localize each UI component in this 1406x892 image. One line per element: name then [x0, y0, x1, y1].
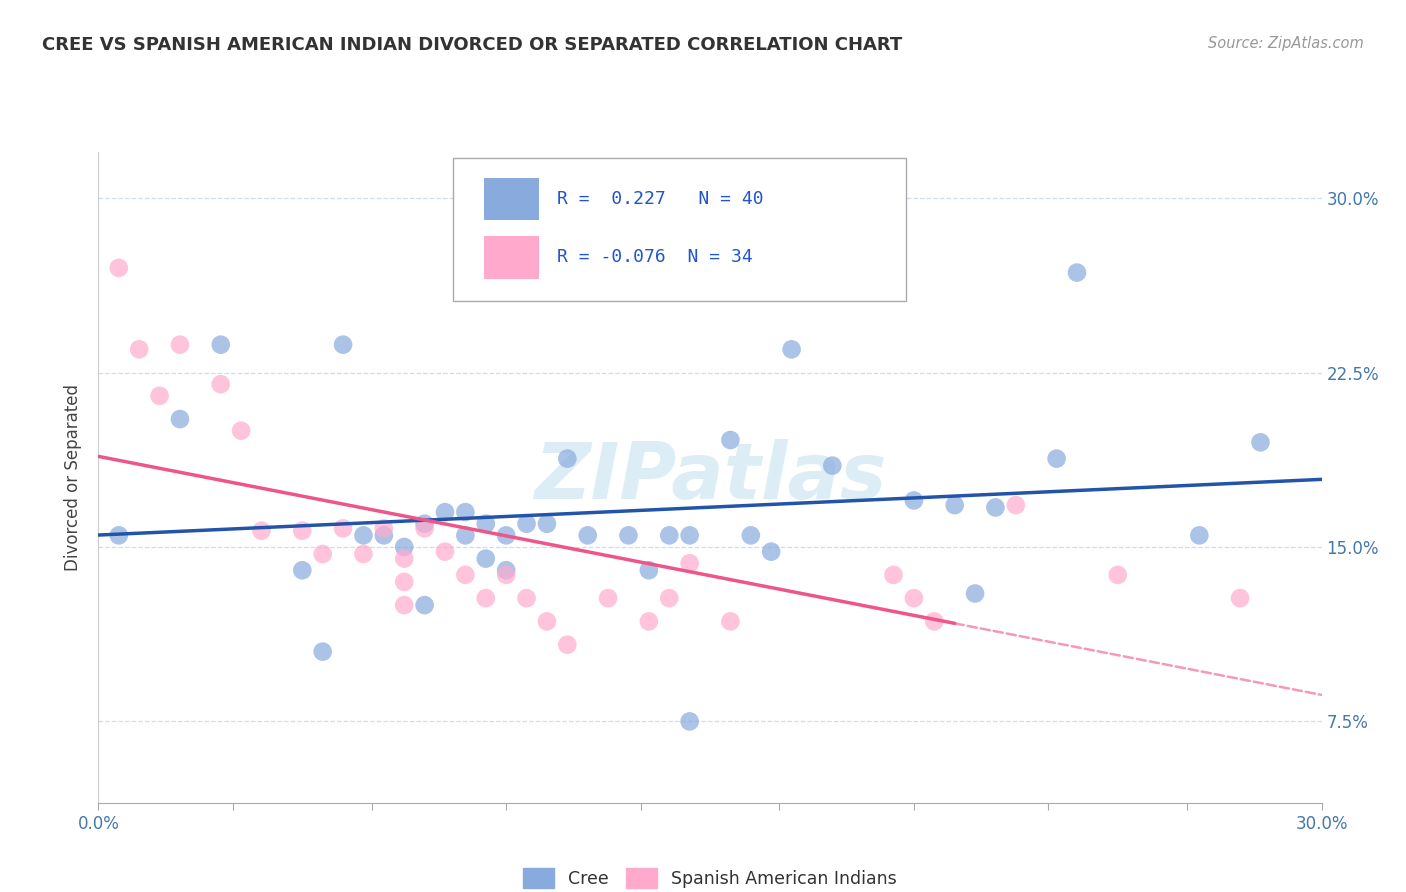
Point	[332, 521, 354, 535]
Point	[740, 528, 762, 542]
Point	[658, 591, 681, 606]
FancyBboxPatch shape	[484, 236, 538, 278]
Point	[903, 591, 925, 606]
Point	[332, 337, 354, 351]
Point	[516, 516, 538, 531]
FancyBboxPatch shape	[453, 158, 905, 301]
Point	[1004, 498, 1026, 512]
Point	[474, 591, 498, 606]
Point	[679, 556, 702, 570]
Point	[209, 337, 232, 351]
Point	[392, 540, 416, 554]
Point	[108, 528, 131, 542]
Point	[434, 544, 457, 558]
Point	[576, 528, 599, 542]
Point	[373, 521, 395, 535]
Point	[413, 516, 436, 531]
Point	[392, 598, 416, 612]
Point	[250, 524, 273, 538]
Point	[984, 500, 1007, 515]
Point	[1107, 567, 1129, 582]
Point	[474, 551, 498, 566]
Point	[169, 412, 191, 426]
Point	[679, 528, 702, 542]
Point	[434, 505, 457, 519]
Point	[638, 563, 661, 577]
Point	[761, 544, 783, 558]
Point	[922, 615, 945, 629]
Point	[883, 567, 905, 582]
Point	[495, 563, 517, 577]
Text: ZIPatlas: ZIPatlas	[534, 439, 886, 516]
Point	[312, 547, 335, 561]
Point	[1229, 591, 1251, 606]
Legend: Cree, Spanish American Indians: Cree, Spanish American Indians	[516, 861, 904, 892]
Point	[474, 516, 498, 531]
Point	[557, 638, 579, 652]
Point	[943, 498, 966, 512]
Point	[352, 547, 374, 561]
Point	[598, 591, 620, 606]
Point	[209, 377, 232, 392]
Point	[312, 645, 335, 659]
Point	[903, 493, 925, 508]
Point	[658, 528, 681, 542]
Point	[1249, 435, 1271, 450]
Point	[536, 615, 558, 629]
Point	[638, 615, 661, 629]
Point	[1188, 528, 1211, 542]
Text: R =  0.227   N = 40: R = 0.227 N = 40	[557, 189, 763, 208]
Point	[557, 451, 579, 466]
Point	[516, 591, 538, 606]
Point	[149, 389, 172, 403]
Point	[392, 574, 416, 589]
Y-axis label: Divorced or Separated: Divorced or Separated	[65, 384, 83, 571]
Point	[1045, 451, 1069, 466]
Point	[373, 528, 395, 542]
Point	[679, 714, 702, 729]
Point	[291, 524, 314, 538]
Point	[128, 343, 150, 357]
Point	[1066, 266, 1088, 280]
Point	[413, 521, 436, 535]
Point	[454, 567, 477, 582]
Point	[169, 337, 191, 351]
Text: CREE VS SPANISH AMERICAN INDIAN DIVORCED OR SEPARATED CORRELATION CHART: CREE VS SPANISH AMERICAN INDIAN DIVORCED…	[42, 36, 903, 54]
Text: Source: ZipAtlas.com: Source: ZipAtlas.com	[1208, 36, 1364, 51]
Point	[780, 343, 803, 357]
Point	[108, 260, 131, 275]
FancyBboxPatch shape	[484, 178, 538, 220]
Point	[454, 528, 477, 542]
Point	[231, 424, 253, 438]
Point	[536, 516, 558, 531]
Point	[352, 528, 374, 542]
Point	[965, 586, 987, 600]
Point	[413, 598, 436, 612]
Point	[617, 528, 640, 542]
Point	[720, 615, 742, 629]
Text: R = -0.076  N = 34: R = -0.076 N = 34	[557, 248, 752, 266]
Point	[720, 433, 742, 447]
Point	[821, 458, 844, 473]
Point	[454, 505, 477, 519]
Point	[291, 563, 314, 577]
Point	[495, 528, 517, 542]
Point	[392, 551, 416, 566]
Point	[495, 567, 517, 582]
